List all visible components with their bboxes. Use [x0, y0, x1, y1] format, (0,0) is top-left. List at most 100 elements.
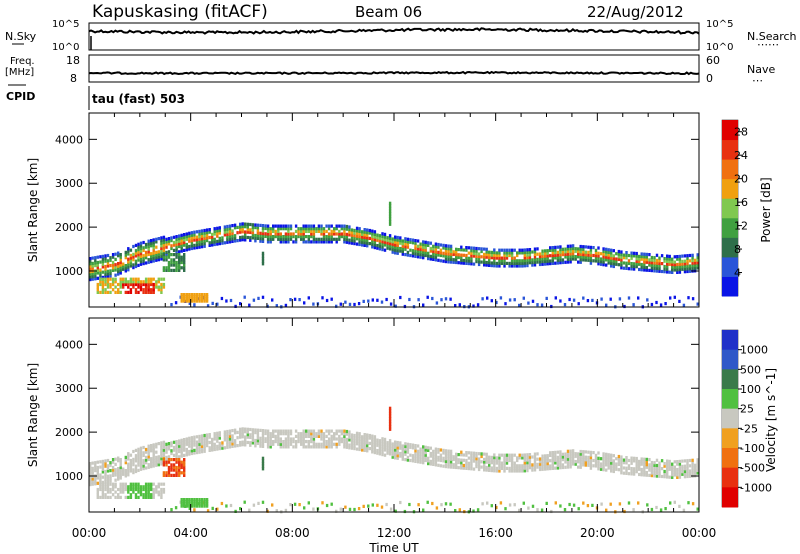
- data-cell: [124, 277, 127, 281]
- data-cell: [119, 471, 122, 475]
- data-cell: [325, 224, 328, 228]
- data-cell: [383, 232, 387, 236]
- data-cell: [89, 257, 92, 261]
- data-cell: [521, 259, 524, 263]
- data-cell: [155, 485, 158, 489]
- data-cell: [485, 458, 488, 462]
- data-cell: [119, 260, 122, 265]
- data-cell: [526, 261, 529, 265]
- data-cell: [625, 264, 628, 268]
- data-cell: [200, 299, 204, 303]
- data-cell: [94, 258, 97, 262]
- data-cell: [150, 239, 153, 243]
- data-cell: [188, 452, 191, 456]
- data-cell: [325, 503, 329, 508]
- colorbar-tick-label: 8: [734, 243, 741, 256]
- data-cell: [327, 445, 331, 449]
- data-cell: [99, 473, 102, 477]
- data-cell: [228, 440, 232, 444]
- data-cell: [488, 263, 491, 267]
- data-cell: [180, 454, 183, 458]
- colorbar-swatch: [722, 330, 738, 351]
- data-cell: [106, 485, 110, 489]
- data-cell: [129, 461, 133, 465]
- data-cell: [440, 298, 443, 302]
- data-cell: [571, 252, 575, 256]
- data-cell: [127, 465, 130, 469]
- data-cell: [147, 463, 150, 467]
- data-cell: [434, 447, 438, 451]
- data-cell: [264, 232, 267, 236]
- colorbar-swatch: [722, 120, 738, 141]
- data-cell: [132, 263, 135, 267]
- data-cell: [257, 296, 260, 300]
- data-cell: [117, 269, 120, 274]
- data-cell: [193, 443, 196, 447]
- data-cell: [144, 461, 148, 465]
- data-cell: [96, 473, 99, 477]
- data-cell: [340, 224, 343, 228]
- data-cell: [203, 502, 206, 506]
- data-cell: [549, 451, 552, 455]
- data-cell: [540, 303, 544, 307]
- data-cell: [147, 447, 150, 451]
- data-cell: [427, 459, 430, 463]
- data-cell: [216, 302, 219, 306]
- data-cell: [312, 437, 316, 441]
- data-cell: [139, 246, 143, 251]
- power-ylabel: Slant Range [km]: [26, 158, 40, 262]
- data-cell: [284, 440, 288, 444]
- data-cell: [298, 503, 301, 507]
- data-cell: [144, 485, 148, 489]
- data-cell: [178, 237, 181, 241]
- data-cell: [292, 437, 295, 441]
- data-cell: [605, 508, 608, 512]
- colorbar-swatch: [722, 369, 738, 390]
- data-cell: [96, 468, 99, 472]
- data-cell: [434, 255, 438, 259]
- data-cell: [490, 261, 493, 265]
- data-cell: [666, 254, 669, 258]
- data-cell: [167, 460, 171, 464]
- data-cell: [544, 257, 547, 261]
- data-cell: [579, 244, 582, 249]
- data-cell: [472, 304, 475, 308]
- data-cell: [226, 240, 229, 244]
- data-cell: [686, 267, 689, 271]
- data-cell: [155, 253, 158, 257]
- data-cell: [582, 250, 585, 254]
- data-cell: [427, 456, 430, 460]
- data-cell: [205, 299, 209, 303]
- data-cell: [183, 297, 186, 301]
- data-cell: [272, 429, 275, 433]
- data-cell: [566, 454, 570, 459]
- data-cell: [162, 246, 166, 250]
- data-cell: [200, 444, 204, 448]
- data-cell: [556, 256, 560, 260]
- data-cell: [134, 290, 138, 294]
- data-cell: [676, 265, 679, 269]
- data-cell: [104, 472, 107, 476]
- data-cell: [429, 241, 432, 245]
- data-cell: [483, 460, 486, 464]
- data-cell: [470, 249, 473, 253]
- data-cell: [617, 457, 621, 461]
- data-cell: [602, 465, 605, 469]
- data-cell: [361, 243, 364, 247]
- data-cell: [144, 256, 148, 260]
- data-cell: [556, 253, 560, 257]
- data-cell: [544, 254, 547, 258]
- data-cell: [447, 255, 450, 259]
- data-cell: [508, 298, 512, 302]
- data-cell: [655, 463, 659, 468]
- data-cell: [559, 248, 562, 252]
- data-cell: [190, 446, 194, 450]
- data-cell: [106, 261, 110, 265]
- data-cell: [394, 251, 397, 255]
- data-cell: [198, 242, 201, 247]
- data-cell: [381, 234, 384, 238]
- data-cell: [150, 254, 153, 258]
- data-cell: [183, 504, 186, 508]
- data-cell: [355, 231, 359, 236]
- data-cell: [485, 452, 488, 456]
